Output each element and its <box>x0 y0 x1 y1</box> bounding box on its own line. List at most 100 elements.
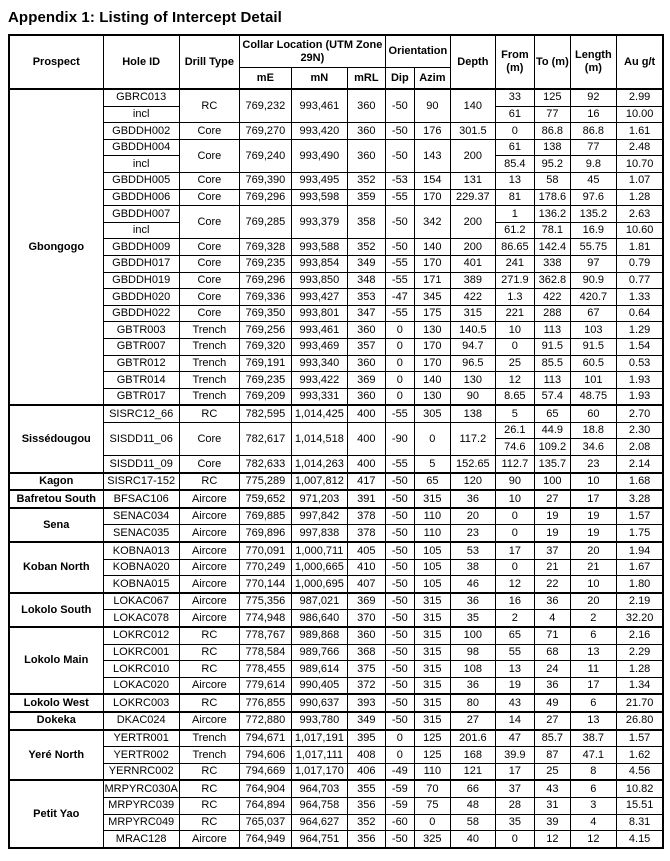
cell-depth: 200 <box>449 238 496 256</box>
cell-length: 17 <box>569 676 617 695</box>
cell-azim: 170 <box>413 188 451 207</box>
cell-from: 17 <box>494 762 535 781</box>
cell-mN: 964,751 <box>290 830 348 849</box>
cell-mE: 764,894 <box>238 796 292 815</box>
cell-depth: 315 <box>449 304 496 323</box>
cell-mN: 964,703 <box>290 779 348 798</box>
cell-dip: -55 <box>384 455 415 474</box>
cell-from: 271.9 <box>494 271 535 290</box>
cell-drill-type: Core <box>178 122 240 140</box>
cell-prospect: Kagon <box>8 471 104 491</box>
cell-drill-type: RC <box>178 625 240 645</box>
table-row: MRPYRC039 RC 764,894 964,758 356 -59 75 48 28 31 3… <box>9 796 664 815</box>
cell-hole-id: GBDDH022 <box>102 304 180 323</box>
table-row: GBTR003 Trench 769,256 993,461 360 0 130 140.5 1… <box>9 321 664 339</box>
cell-au: 1.62 <box>615 746 664 764</box>
table-row: 74.6 109.2 34.6 2.08 <box>9 438 664 457</box>
cell-depth: 46 <box>449 575 496 594</box>
cell-azim: 75 <box>413 796 451 815</box>
cell-dip: -55 <box>384 271 415 290</box>
cell-mRL: 356 <box>346 830 386 849</box>
cell-azim: 315 <box>413 676 451 695</box>
cell-length: 20 <box>569 541 617 560</box>
cell-hole-id: GBDDH004 <box>102 138 180 157</box>
cell-from: 8.65 <box>494 387 535 406</box>
cell-from: 35 <box>494 813 535 832</box>
cell-prospect: Sissédougou <box>8 404 104 474</box>
cell-mN: 997,842 <box>290 506 348 526</box>
cell-mRL: 360 <box>346 122 386 140</box>
cell-au: 10.60 <box>615 221 664 240</box>
table-row: Lokolo West LOKRC003 RC 776,855 990,637 393 -5… <box>8 693 664 713</box>
cell-hole-id: DKAC024 <box>102 710 180 731</box>
table-row: LOKAC078 Aircore 774,948 986,640 370 -50 315 35… <box>9 609 664 628</box>
cell-au: 1.80 <box>615 575 664 594</box>
cell-to: 27 <box>533 489 571 509</box>
cell-drill-type: Aircore <box>178 506 240 526</box>
cell-azim: 176 <box>413 122 451 140</box>
table-row: Gbongogo GBRC013 RC 769,232 993,461 360 -50 90 1… <box>8 87 664 406</box>
table-row: Lokolo Main LOKRC012 RC 778,767 989,868 360 -5… <box>8 625 664 695</box>
table-row: GBDDH005 Core 769,390 993,495 352 -53 154 131 13… <box>9 171 664 190</box>
cell-from: 28 <box>494 796 535 815</box>
cell-mN: 993,490 <box>290 138 348 173</box>
cell-prospect: Sena <box>8 506 104 543</box>
cell-mE: 769,209 <box>238 387 292 406</box>
cell-drill-type: RC <box>178 813 240 832</box>
cell-length: 6 <box>569 693 617 713</box>
cell-au: 10.00 <box>615 105 664 124</box>
cell-azim: 110 <box>413 524 451 543</box>
cell-hole-id: YERNRC002 <box>102 762 180 781</box>
cell-azim: 105 <box>413 575 451 594</box>
cell-from: 33 <box>494 87 535 107</box>
cell-from: 12 <box>494 371 535 389</box>
cell-mRL: 360 <box>346 321 386 339</box>
cell-to: 142.4 <box>533 238 571 256</box>
cell-drill-type: Aircore <box>178 558 240 577</box>
cell-mN: 1,017,191 <box>290 728 348 748</box>
cell-au: 1.33 <box>615 288 664 306</box>
cell-au: 2.48 <box>615 138 664 157</box>
cell-dip: -50 <box>384 676 415 695</box>
cell-to: 19 <box>533 524 571 543</box>
cell-length: 3 <box>569 796 617 815</box>
cell-mE: 769,336 <box>238 288 292 306</box>
cell-mE: 794,671 <box>238 728 292 748</box>
cell-au: 4.15 <box>615 830 664 849</box>
cell-drill-type: Core <box>178 421 240 457</box>
cell-mRL: 406 <box>346 762 386 781</box>
cell-length: 97 <box>569 254 617 273</box>
table-row: GBTR017 Trench 769,209 993,331 360 0 130 90 8.65… <box>9 387 664 406</box>
cell-depth: 168 <box>449 746 496 764</box>
cell-length: 86.8 <box>569 122 617 140</box>
cell-azim: 315 <box>413 625 451 645</box>
cell-from: 81 <box>494 188 535 207</box>
cell-mE: 769,232 <box>238 88 292 124</box>
cell-azim: 65 <box>413 471 451 491</box>
table-row: Sissédougou SISRC12_66 RC 782,595 1,014,425 4… <box>8 404 664 474</box>
cell-drill-type: Core <box>178 171 240 190</box>
cell-mN: 986,640 <box>290 609 348 628</box>
cell-to: 362.8 <box>533 271 571 290</box>
cell-azim: 0 <box>413 813 451 832</box>
cell-drill-type: Core <box>178 288 240 306</box>
cell-prospect: Bafretou South <box>8 489 104 509</box>
cell-mN: 1,014,263 <box>290 455 348 474</box>
cell-hole-id: incl <box>102 221 180 240</box>
cell-mN: 990,405 <box>290 676 348 695</box>
cell-drill-type: Trench <box>178 371 240 389</box>
cell-to: 135.7 <box>533 455 571 474</box>
cell-drill-type: RC <box>178 88 240 124</box>
table-row: MRAC128 Aircore 764,949 964,751 356 -50 325 40 0… <box>9 830 664 849</box>
cell-to: 36 <box>533 676 571 695</box>
cell-mRL: 393 <box>346 693 386 713</box>
cell-dip: -50 <box>384 524 415 543</box>
cell-mE: 769,328 <box>238 238 292 256</box>
table-row: Yeré North YERTR001 Trench 794,671 1,017,191… <box>8 728 664 781</box>
cell-length: 19 <box>569 506 617 526</box>
cell-mRL: 407 <box>346 575 386 594</box>
cell-mN: 1,017,170 <box>290 762 348 781</box>
cell-depth: 20 <box>449 506 496 526</box>
cell-hole-id: GBTR007 <box>102 337 180 356</box>
